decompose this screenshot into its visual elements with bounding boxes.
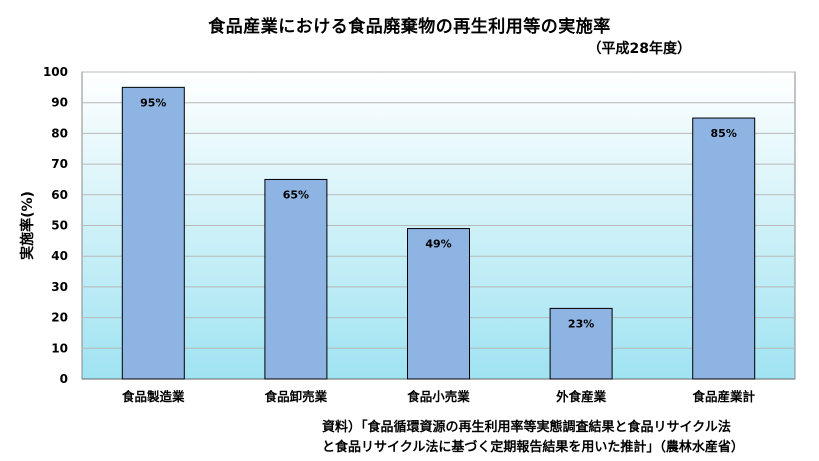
- data-label: 65%: [283, 188, 309, 201]
- bar: [121, 86, 185, 380]
- x-category-label: 食品製造業: [121, 389, 185, 404]
- chart-title: 食品産業における食品廃棄物の再生利用等の実施率: [208, 17, 611, 37]
- y-tick-label: 60: [51, 188, 68, 202]
- bar: [692, 117, 756, 380]
- data-label: 49%: [425, 238, 451, 251]
- source-note-line2: と食品リサイクル法に基づく定期報告結果を用いた推計」（農林水産省）: [322, 440, 744, 455]
- x-category-label: 食品産業計: [691, 389, 755, 404]
- chart-subtitle: （平成28年度）: [587, 41, 691, 57]
- y-tick-label: 70: [51, 157, 68, 171]
- y-tick-label: 90: [51, 96, 68, 110]
- data-label: 85%: [711, 127, 737, 140]
- data-label: 23%: [568, 317, 594, 330]
- y-tick-label: 0: [60, 372, 68, 386]
- source-note-line1: 資料）「食品循環資源の再生利用率等実態調査結果と食品リサイクル法: [322, 420, 731, 435]
- y-tick-label: 10: [51, 341, 68, 355]
- y-tick-label: 50: [51, 219, 68, 233]
- x-category-label: 食品卸売業: [264, 389, 328, 404]
- y-tick-label: 100: [43, 65, 68, 79]
- y-tick-label: 80: [51, 126, 68, 140]
- bar: [264, 178, 328, 380]
- bar: [549, 307, 613, 380]
- data-label: 95%: [140, 96, 166, 109]
- y-axis-ticks: 0 10 20 30 40 50 60 70 80 90 100: [43, 65, 68, 386]
- bar: [407, 228, 470, 380]
- bars: 95% 65% 49% 23% 85%: [121, 86, 756, 380]
- x-axis-categories: 食品製造業 食品卸売業 食品小売業 外食産業 食品産業計: [121, 389, 755, 404]
- y-tick-label: 20: [51, 311, 68, 325]
- y-tick-label: 40: [51, 249, 68, 263]
- y-tick-label: 30: [51, 280, 68, 294]
- x-category-label: 食品小売業: [406, 389, 470, 404]
- x-category-label: 外食産業: [555, 389, 607, 404]
- y-axis-label: 実施率(%): [19, 191, 36, 260]
